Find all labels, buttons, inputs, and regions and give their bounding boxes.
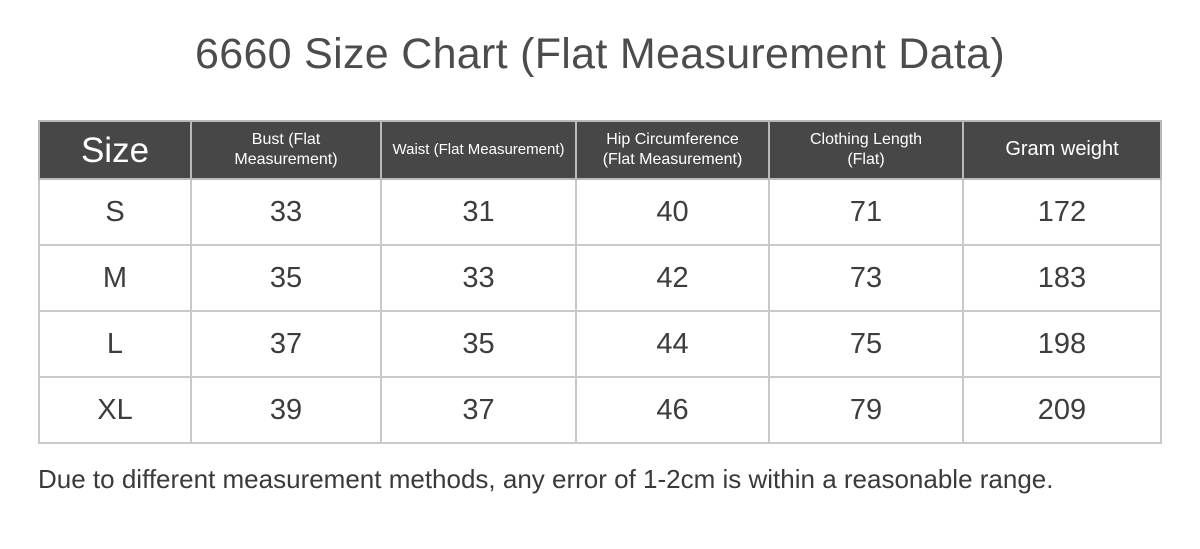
- cell-gram: 172: [962, 178, 1162, 246]
- table-row-m: M 35 33 42 73 183: [38, 244, 1162, 312]
- cell-hip: 44: [575, 310, 770, 378]
- cell-waist: 35: [380, 310, 577, 378]
- cell-bust: 33: [190, 178, 382, 246]
- header-label: Hip Circumference: [606, 130, 739, 148]
- column-header-hip: Hip Circumference (Flat Measurement): [575, 120, 770, 180]
- header-label: Bust (Flat: [251, 130, 321, 148]
- table-header: Size Bust (Flat Measurement) Waist (Flat…: [38, 120, 1162, 180]
- cell-hip: 46: [575, 376, 770, 444]
- cell-waist: 37: [380, 376, 577, 444]
- cell-hip: 42: [575, 244, 770, 312]
- page-title: 6660 Size Chart (Flat Measurement Data): [195, 30, 1005, 78]
- cell-bust: 35: [190, 244, 382, 312]
- cell-gram: 209: [962, 376, 1162, 444]
- header-label: Measurement): [234, 151, 338, 168]
- cell-waist: 31: [380, 178, 577, 246]
- cell-size: M: [38, 244, 192, 312]
- header-label: Gram weight: [1005, 138, 1119, 161]
- footer-note: Due to different measurement methods, an…: [38, 464, 1054, 494]
- cell-waist: 33: [380, 244, 577, 312]
- cell-length: 79: [768, 376, 964, 444]
- column-header-clothing-length: Clothing Length (Flat): [768, 120, 964, 180]
- column-header-size: Size: [38, 120, 192, 180]
- header-label: (Flat Measurement): [602, 151, 743, 168]
- cell-size: L: [38, 310, 192, 378]
- table-row-xl: XL 39 37 46 79 209: [38, 376, 1162, 444]
- size-chart-table: Size Bust (Flat Measurement) Waist (Flat…: [38, 120, 1162, 444]
- column-header-waist: Waist (Flat Measurement): [380, 120, 577, 180]
- cell-hip: 40: [575, 178, 770, 246]
- table-row-l: L 37 35 44 75 198: [38, 310, 1162, 378]
- table-body: S 33 31 40 71 172 M 35 33 42 73 183 L 37…: [38, 178, 1162, 444]
- header-label: Clothing Length: [809, 130, 923, 148]
- header-label: Waist (Flat Measurement): [392, 141, 565, 159]
- cell-length: 71: [768, 178, 964, 246]
- cell-size: XL: [38, 376, 192, 444]
- cell-gram: 198: [962, 310, 1162, 378]
- cell-bust: 37: [190, 310, 382, 378]
- cell-gram: 183: [962, 244, 1162, 312]
- header-label: Size: [80, 130, 150, 170]
- cell-length: 75: [768, 310, 964, 378]
- header-label: (Flat): [847, 151, 885, 168]
- cell-size: S: [38, 178, 192, 246]
- column-header-gram-weight: Gram weight: [962, 120, 1162, 180]
- cell-bust: 39: [190, 376, 382, 444]
- table-row-s: S 33 31 40 71 172: [38, 178, 1162, 246]
- header-row: Size Bust (Flat Measurement) Waist (Flat…: [38, 120, 1162, 180]
- cell-length: 73: [768, 244, 964, 312]
- column-header-bust: Bust (Flat Measurement): [190, 120, 382, 180]
